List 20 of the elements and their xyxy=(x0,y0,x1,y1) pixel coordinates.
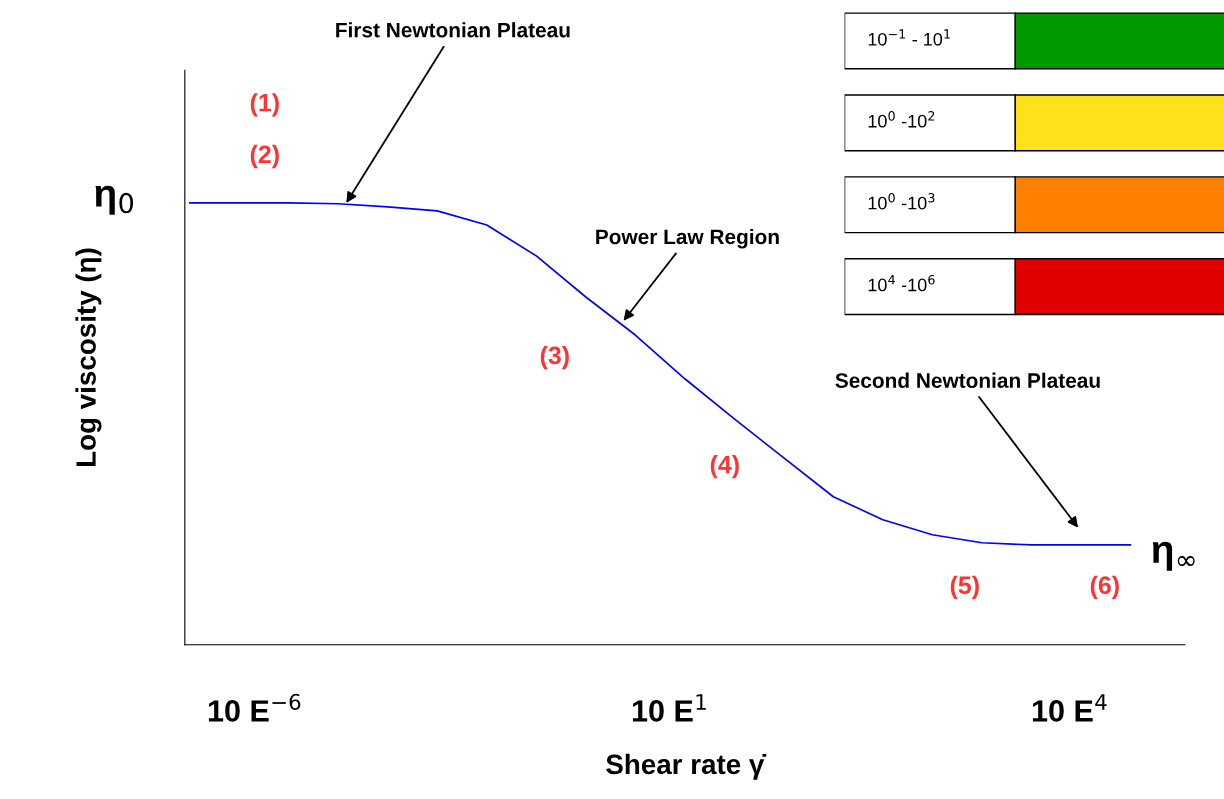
annotation: (5) xyxy=(950,575,979,599)
text: First Newtonian Plateau xyxy=(336,22,570,38)
x-axis-title: Shear rate γ̇ xyxy=(606,753,767,780)
annotation: η$_{∞}$ xyxy=(1152,541,1195,571)
text: 10$^{0}$ -10$^{2}$ xyxy=(868,111,935,128)
text: (1) xyxy=(250,93,279,117)
text: 10 E$^{−6}$ xyxy=(208,693,301,722)
text: 10$^{−1}$ - 10$^{1}$ xyxy=(868,29,950,46)
text: 10 E$^{4}$ xyxy=(1032,694,1107,722)
annotation: Power Law Region xyxy=(596,228,779,249)
annotation: 10$^{0}$ -10$^{3}$ xyxy=(868,192,935,210)
annotation: (6) xyxy=(1090,575,1119,599)
annotation: Second Newtonian Plateau xyxy=(835,372,1100,388)
text: η$_{0}$ xyxy=(95,185,134,215)
y-axis-title: Log viscosity (η) xyxy=(75,248,102,467)
annotation: (4) xyxy=(710,455,739,479)
annotation: 10$^{4}$ -10$^{6}$ xyxy=(868,274,935,292)
text: (2) xyxy=(250,144,279,169)
annotation: (3) xyxy=(540,345,569,370)
text: 10 E$^{1}$ xyxy=(632,694,706,722)
